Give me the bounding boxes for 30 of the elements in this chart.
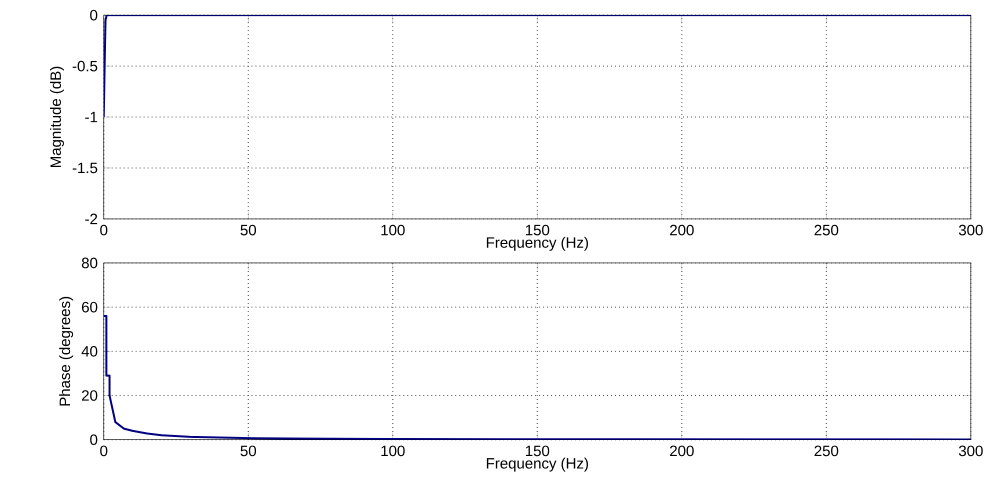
x-tick-label: 300 <box>958 224 983 236</box>
y-tick-label: 80 <box>82 258 98 268</box>
y-tick-label: 0 <box>90 434 98 446</box>
y-tick-label: -0.5 <box>72 60 98 72</box>
x-tick-label: 0 <box>100 224 108 236</box>
y-tick-label: 20 <box>82 390 98 401</box>
y-axis-title: Phase (degrees) <box>59 296 74 406</box>
y-tick-label: -2 <box>85 214 98 224</box>
x-tick-label: 300 <box>958 446 983 456</box>
x-tick-label: 250 <box>814 224 838 236</box>
x-axis-title: Frequency (Hz) <box>486 458 588 472</box>
x-tick-label: 100 <box>381 446 405 456</box>
y-tick-label: -1.5 <box>72 162 98 174</box>
x-tick-label: 0 <box>100 446 108 456</box>
y-tick-label: 60 <box>82 302 98 313</box>
y-tick-label: -1 <box>85 112 98 122</box>
x-tick-label: 150 <box>526 224 550 236</box>
x-tick-label: 150 <box>526 446 550 456</box>
x-tick-label: 200 <box>670 446 694 456</box>
x-tick-label: 200 <box>670 224 694 236</box>
x-tick-label: 50 <box>240 446 256 456</box>
y-tick-label: 0 <box>90 10 98 21</box>
line-series <box>104 15 971 118</box>
x-tick-label: 100 <box>381 224 405 236</box>
x-axis-title: Frequency (Hz) <box>486 236 588 251</box>
x-tick-label: 250 <box>814 446 838 456</box>
line-series <box>104 315 971 440</box>
x-tick-label: 50 <box>240 224 256 236</box>
y-tick-label: 40 <box>82 346 98 357</box>
y-axis-title: Magnitude (dB) <box>50 66 64 168</box>
